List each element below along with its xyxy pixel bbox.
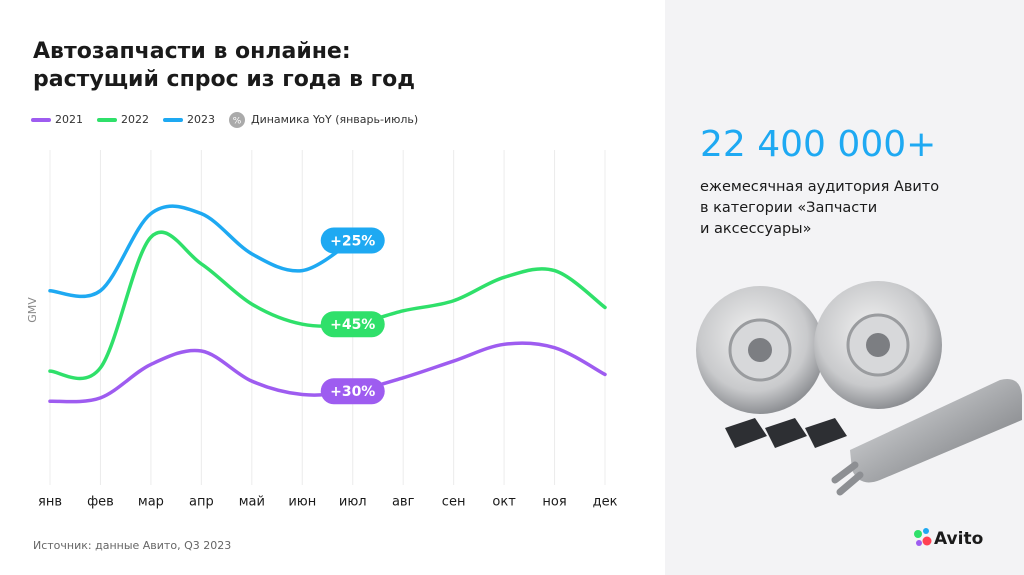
source: Источник: данные Авито, Q3 2023 <box>33 539 231 552</box>
yoy-badge-text: +45% <box>330 317 375 333</box>
x-tick-label: май <box>239 495 265 510</box>
headline: 22 400 000+ <box>700 124 936 165</box>
yoy-badge <box>320 311 385 338</box>
legend-label: Динамика YoY (январь-июль) <box>251 113 418 126</box>
x-tick-label: авг <box>392 495 415 510</box>
x-tick-label: сен <box>442 495 466 510</box>
side-panel <box>665 0 1024 575</box>
logo: Avito <box>914 528 983 549</box>
yoy-badge-text: +25% <box>330 233 375 249</box>
x-tick-label: дек <box>593 495 618 510</box>
legend-label: 2021 <box>55 113 83 126</box>
chart-title: Автозапчасти в онлайне: <box>33 39 351 64</box>
legend-icon-text: % <box>233 117 242 127</box>
x-tick-label: ноя <box>542 495 566 510</box>
yoy-badge-text: +30% <box>330 384 375 400</box>
chart-title: растущий спрос из года в год <box>33 67 415 92</box>
description: и аксессуары» <box>700 221 812 237</box>
x-tick-label: окт <box>492 495 516 510</box>
parts-illustration <box>696 281 1022 496</box>
x-tick-label: янв <box>38 495 62 510</box>
description: ежемесячная аудитория Авито <box>700 179 939 195</box>
series-line <box>48 230 607 381</box>
logo-text: Avito <box>934 529 983 549</box>
yoy-badge <box>320 378 385 405</box>
legend-label: 2022 <box>121 113 149 126</box>
x-tick-label: июл <box>339 495 367 510</box>
series-line <box>48 204 355 299</box>
legend-label: 2023 <box>187 113 215 126</box>
yoy-badge <box>320 227 385 254</box>
legend-icon <box>229 112 245 128</box>
y-axis-label: GMV <box>26 297 39 323</box>
x-tick-label: фев <box>87 495 114 510</box>
description: в категории «Запчасти <box>700 200 877 216</box>
x-tick-label: апр <box>189 495 214 510</box>
x-tick-label: июн <box>288 495 316 510</box>
x-tick-label: мар <box>138 495 164 510</box>
